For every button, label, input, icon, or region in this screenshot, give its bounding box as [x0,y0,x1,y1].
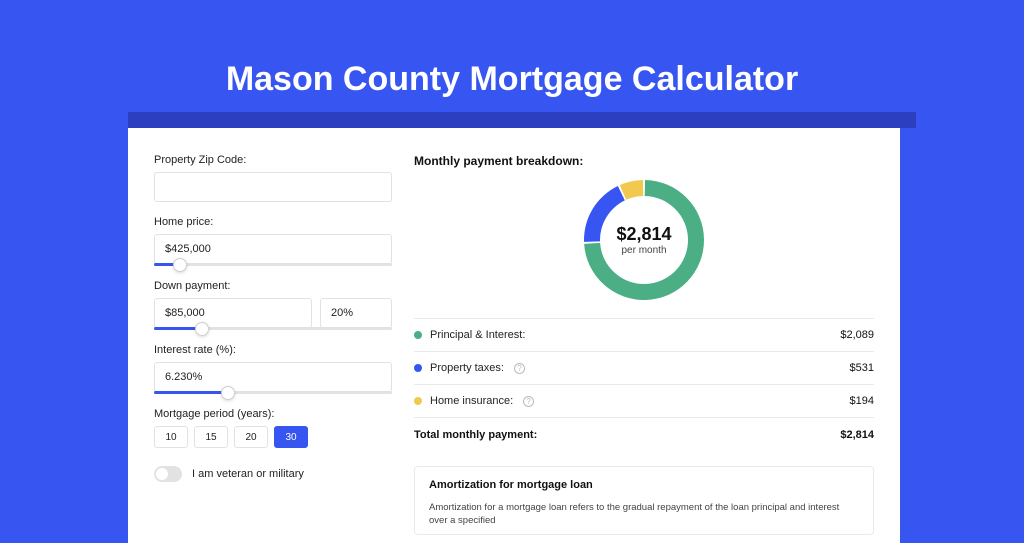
mortgage-period-options: 10 15 20 30 [154,426,392,448]
down-payment-input[interactable] [154,298,312,328]
legend-dot [414,331,422,339]
veteran-toggle-knob [156,468,168,480]
veteran-row: I am veteran or military [154,466,392,482]
interest-rate-slider[interactable] [154,391,392,394]
legend-label: Property taxes: [430,362,504,374]
donut-amount: $2,814 [616,224,671,245]
field-zip: Property Zip Code: [154,154,392,202]
home-price-slider[interactable] [154,263,392,266]
interest-rate-label: Interest rate (%): [154,344,392,356]
legend-label: Principal & Interest: [430,329,525,341]
period-btn-10[interactable]: 10 [154,426,188,448]
down-payment-slider-thumb[interactable] [195,322,209,336]
zip-input[interactable] [154,172,392,202]
donut-chart: $2,814 per month [414,180,874,300]
total-row: Total monthly payment: $2,814 [414,418,874,452]
total-label: Total monthly payment: [414,429,537,441]
legend-dot [414,397,422,405]
period-btn-30[interactable]: 30 [274,426,308,448]
field-home-price: Home price: [154,216,392,266]
field-interest-rate: Interest rate (%): [154,344,392,394]
donut-center: $2,814 per month [616,224,671,256]
legend-label: Home insurance: [430,395,513,407]
interest-rate-slider-fill [154,391,228,394]
mortgage-period-label: Mortgage period (years): [154,408,392,420]
legend-value: $531 [850,362,874,374]
interest-rate-input[interactable] [154,362,392,392]
legend-row: Principal & Interest: $2,089 [414,319,874,351]
zip-label: Property Zip Code: [154,154,392,166]
legend-dot [414,364,422,372]
donut-slice-home_insurance [620,180,643,200]
field-mortgage-period: Mortgage period (years): 10 15 20 30 [154,408,392,448]
veteran-label: I am veteran or military [192,468,304,480]
legend-row: Property taxes:? $531 [414,352,874,384]
total-value: $2,814 [840,429,874,441]
home-price-label: Home price: [154,216,392,228]
amortization-text: Amortization for a mortgage loan refers … [429,501,859,528]
form-column: Property Zip Code: Home price: Down paym… [154,154,392,535]
down-payment-pct-input[interactable] [320,298,392,328]
calculator-card: Property Zip Code: Home price: Down paym… [128,128,900,543]
info-icon[interactable]: ? [523,396,534,407]
breakdown-title: Monthly payment breakdown: [414,154,874,168]
field-down-payment: Down payment: [154,280,392,330]
period-btn-20[interactable]: 20 [234,426,268,448]
info-icon[interactable]: ? [514,363,525,374]
amortization-title: Amortization for mortgage loan [429,479,859,491]
period-btn-15[interactable]: 15 [194,426,228,448]
down-payment-slider[interactable] [154,327,392,330]
interest-rate-slider-thumb[interactable] [221,386,235,400]
veteran-toggle[interactable] [154,466,182,482]
legend-row: Home insurance:? $194 [414,385,874,417]
donut-sub: per month [616,245,671,256]
legend-value: $2,089 [840,329,874,341]
amortization-box: Amortization for mortgage loan Amortizat… [414,466,874,535]
down-payment-label: Down payment: [154,280,392,292]
legend-value: $194 [850,395,874,407]
breakdown-column: Monthly payment breakdown: $2,814 per mo… [414,154,874,535]
home-price-input[interactable] [154,234,392,264]
banner-strip [128,112,916,128]
home-price-slider-thumb[interactable] [173,258,187,272]
page-title: Mason County Mortgage Calculator [0,0,1024,123]
